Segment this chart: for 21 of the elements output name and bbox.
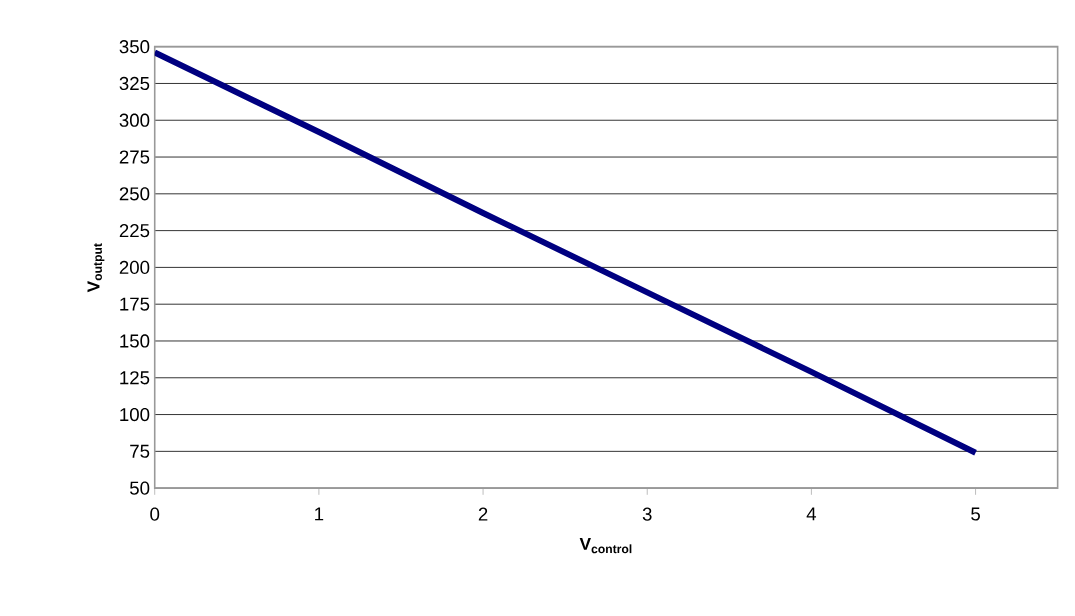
x-tick-label: 2 xyxy=(478,507,488,521)
x-tick-label: 5 xyxy=(971,507,980,521)
y-tick-label: 125 xyxy=(120,371,150,385)
x-axis-title: V$_{control}$ xyxy=(579,537,632,554)
y-tick-label: 175 xyxy=(120,297,150,311)
y-tick-label: 350 xyxy=(119,39,150,54)
y-axis-title: V$_{output}$ xyxy=(87,243,105,293)
x-tick-label: 4 xyxy=(806,507,817,521)
y-tick-label: 100 xyxy=(120,407,150,422)
y-tick-label: 250 xyxy=(119,187,150,201)
y-tick-label: 200 xyxy=(119,260,150,274)
y-tick-label: 150 xyxy=(120,334,150,348)
y-tick-label: 50 xyxy=(130,481,150,495)
x-tick-label: 1 xyxy=(315,507,324,521)
y-tick-label: 300 xyxy=(119,113,150,127)
x-tick-label: 3 xyxy=(642,507,652,521)
x-tick-label: 0 xyxy=(150,507,160,521)
y-tick-label: 275 xyxy=(119,150,150,164)
y-tick-label: 325 xyxy=(119,76,150,90)
y-tick-label: 225 xyxy=(119,223,150,238)
y-tick-label: 75 xyxy=(130,444,150,458)
